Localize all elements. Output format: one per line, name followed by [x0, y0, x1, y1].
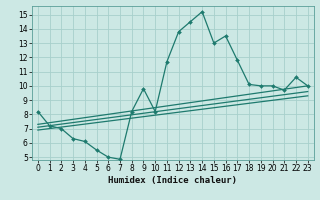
X-axis label: Humidex (Indice chaleur): Humidex (Indice chaleur)	[108, 176, 237, 185]
